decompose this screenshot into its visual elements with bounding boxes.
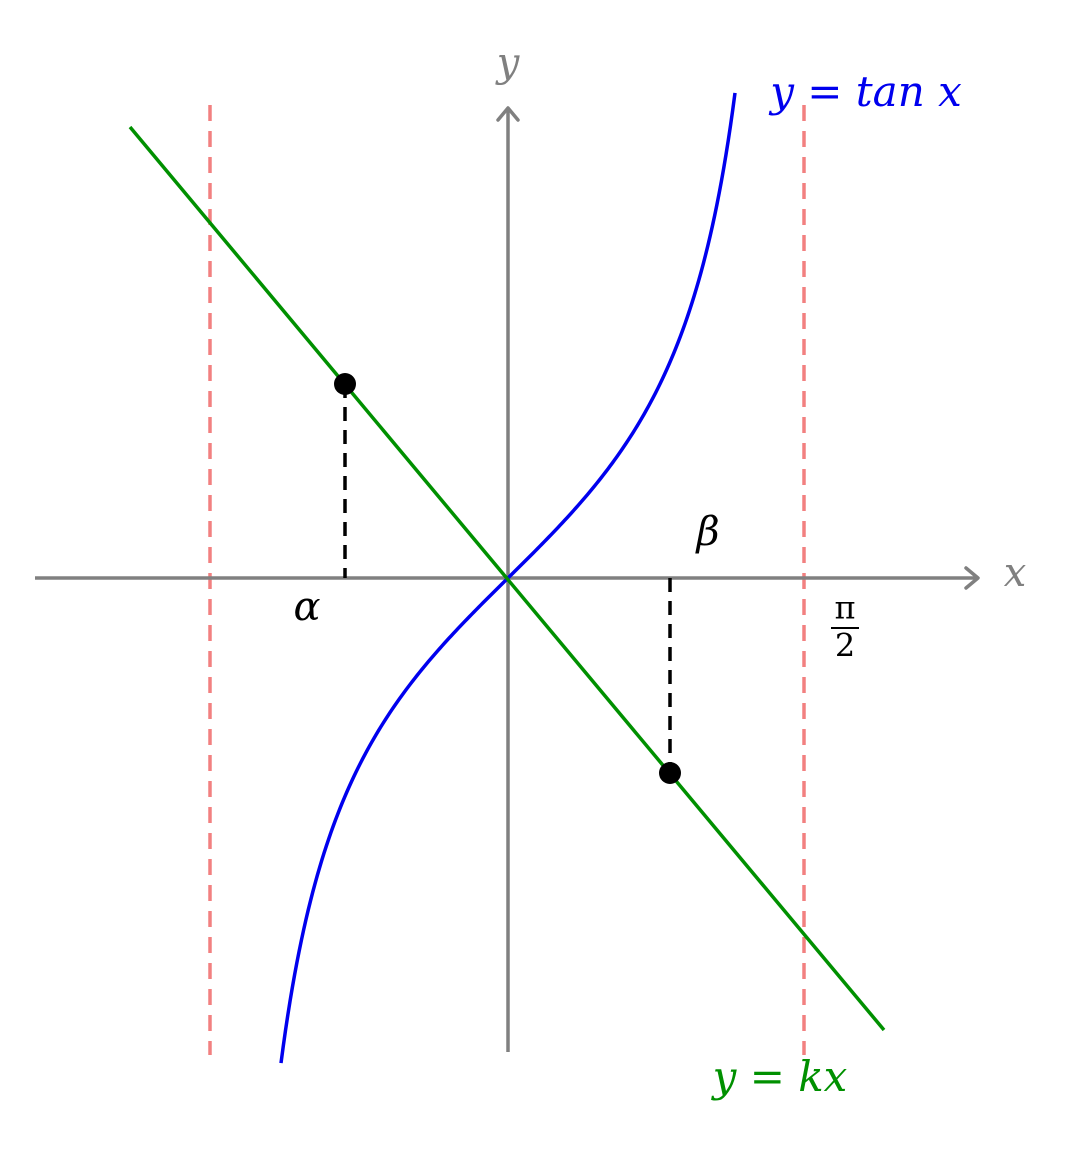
point-beta <box>659 762 681 784</box>
fraction-denominator: 2 <box>835 627 855 665</box>
line-kx <box>128 125 886 1032</box>
y-axis-label: y <box>495 40 521 86</box>
y-axis-arrow <box>496 106 520 122</box>
x-axis-label: x <box>1004 550 1027 596</box>
point-alpha <box>334 373 356 395</box>
x-axis-arrow <box>964 566 980 590</box>
beta-label: β <box>694 509 719 555</box>
fraction-numerator: π <box>834 589 855 627</box>
alpha-label: α <box>293 584 320 630</box>
tan-label: y = tan x <box>768 67 962 116</box>
line-label: y = kx <box>711 1052 848 1101</box>
